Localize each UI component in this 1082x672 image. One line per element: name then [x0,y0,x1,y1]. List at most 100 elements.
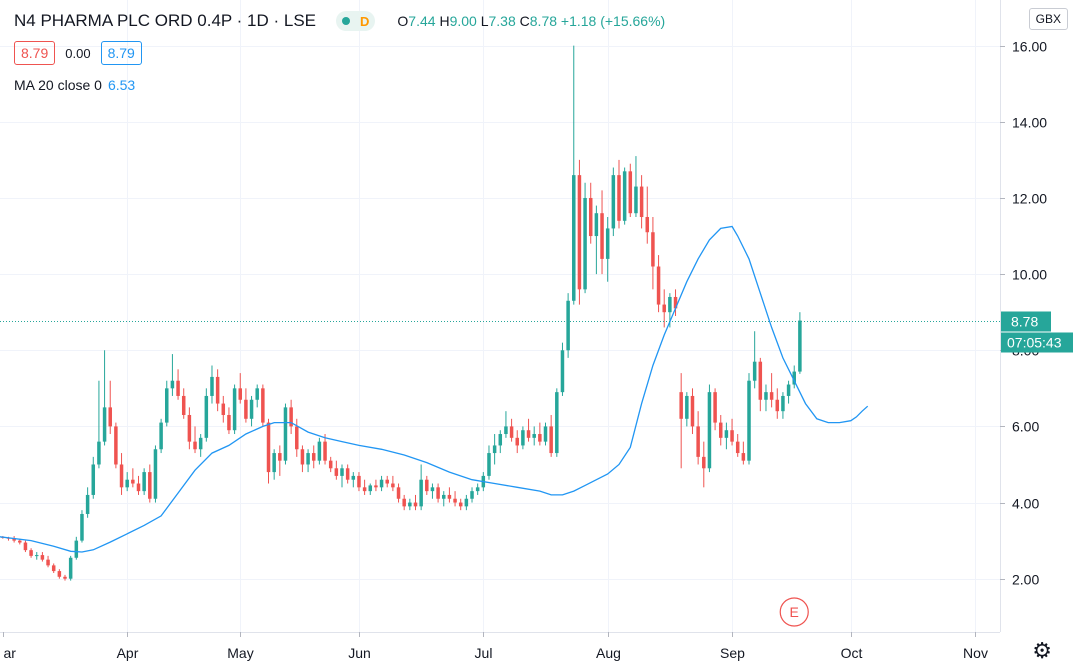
candle [351,472,356,488]
candle [588,182,593,244]
earnings-marker[interactable]: E [779,597,809,627]
ma-legend[interactable]: MA 20 close 0 6.53 [14,77,665,93]
candle-body [153,449,158,499]
candle [775,388,780,419]
time-axis[interactable]: ar Apr May Jun Jul Aug Sep Oct Nov [3,632,988,661]
candle [85,487,90,518]
candle [617,159,621,229]
candle-body [131,479,135,484]
candle-body [747,380,751,461]
candle [639,175,644,229]
earnings-label: E [790,604,799,620]
candle-body [396,487,401,499]
sell-price-box[interactable]: 8.79 [14,41,56,65]
candle-body [741,453,746,461]
candle [555,388,559,457]
candle-body [685,395,689,419]
candle [357,472,361,492]
ma-value: 6.53 [107,77,136,93]
candle-body [29,550,33,556]
countdown-tag [1001,332,1073,353]
candle-body [210,376,214,396]
candle [690,388,695,435]
candle-body [165,388,169,423]
candle [718,414,723,446]
candle [645,186,650,244]
candle [549,414,553,457]
market-status-icon[interactable]: D [336,11,376,31]
candle-body [464,498,469,507]
candle-body [74,540,79,558]
candle-body [18,540,22,543]
candle [119,453,124,495]
candle [662,289,666,328]
candle-body [374,485,378,488]
candle-body [391,483,395,488]
candle [334,460,339,480]
status-dot-icon [342,17,351,25]
candle [317,437,322,465]
candle-body [798,320,802,372]
candle [656,255,661,313]
candle-body [673,296,678,309]
open-value: 7.44 [408,13,436,29]
candle-body [645,217,650,233]
candle [131,468,135,488]
candle [114,422,118,469]
candle [504,411,508,438]
candle [385,475,389,488]
candle-body [718,422,723,438]
y-tick-label: 6.00 [1012,419,1039,435]
x-tick-label: Jul [475,645,493,661]
candle [148,464,152,503]
candle [628,163,633,218]
candle [266,418,271,484]
candle [165,380,169,427]
candle-body [521,430,525,446]
candle [198,434,203,457]
x-tick-label: Sep [720,645,745,661]
candle [583,182,587,294]
candle-body [538,434,542,442]
candle [272,449,276,480]
candle-body [713,392,717,423]
x-tick-label: Nov [963,645,988,661]
candle-body [724,430,729,438]
candle-body [227,414,231,431]
candle [210,365,214,404]
candle-body [611,175,616,229]
candle [57,569,62,579]
candle-body [668,296,672,313]
candle [458,498,463,511]
gear-icon[interactable]: ⚙ [1032,638,1052,663]
candle [232,384,237,435]
candle-body [566,300,570,351]
candle-body [108,407,112,427]
candle [34,552,39,560]
candle-body [594,213,599,237]
candle [159,418,163,454]
buy-price-box[interactable]: 8.79 [100,41,142,65]
currency-button[interactable]: GBX [1028,8,1068,30]
candle-body [628,171,633,214]
candle-body [509,426,514,438]
candle [97,380,101,469]
candle [543,422,548,446]
candle [538,422,542,446]
symbol-title[interactable]: N4 PHARMA PLC ORD 0.4P · 1D · LSE [14,11,317,30]
candle [379,475,384,492]
candle-body [622,171,627,221]
candle [747,373,751,465]
x-tick-label: May [227,645,253,661]
candle [136,475,141,495]
candle-body [515,437,519,446]
candle-body [600,213,604,259]
earnings-circle [779,597,809,627]
candle [80,510,84,543]
candle-body [781,395,785,412]
candle [51,563,56,573]
candle [108,380,112,435]
low-value: 7.38 [488,13,516,29]
